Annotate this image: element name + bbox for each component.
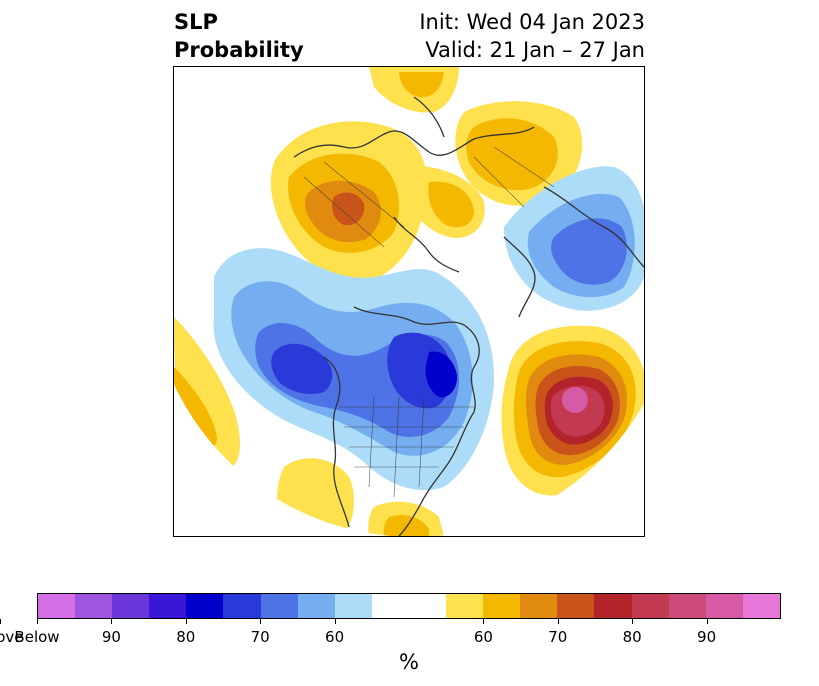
colorbar	[37, 593, 781, 619]
colorbar-tick-label: 70	[250, 628, 270, 646]
colorbar-tick-mark	[0, 619, 1, 624]
colorbar-tick-mark	[185, 619, 187, 624]
colorbar-segment	[112, 594, 150, 618]
colorbar-segment	[557, 594, 595, 618]
colorbar-tick-label: 60	[473, 628, 493, 646]
colorbar-tick-label: Above	[0, 628, 24, 646]
probability-map	[173, 66, 645, 537]
colorbar-segment	[38, 594, 76, 618]
colorbar-segment	[149, 594, 187, 618]
colorbar-tick-mark	[111, 619, 113, 624]
colorbar-unit: %	[399, 650, 419, 674]
colorbar-tick-mark	[334, 619, 336, 624]
colorbar-segment	[334, 594, 372, 618]
colorbar-segment	[223, 594, 261, 618]
below-region-pacific	[213, 248, 494, 491]
above-region-west	[174, 317, 240, 467]
colorbar-tick-label: 80	[622, 628, 642, 646]
colorbar-segment	[631, 594, 669, 618]
map-canvas	[174, 67, 644, 536]
colorbar-segment	[742, 594, 780, 618]
colorbar-tick-label: Below	[14, 628, 60, 646]
colorbar-tick-label: 90	[697, 628, 717, 646]
above-region-northwest	[270, 121, 428, 281]
above-region-west-core	[174, 367, 217, 447]
title-block-left: SLP Probability	[174, 8, 304, 64]
colorbar-segment	[186, 594, 224, 618]
product-title: Probability	[174, 38, 304, 62]
colorbar-tick-mark	[632, 619, 634, 624]
colorbar-tick-mark	[483, 619, 485, 624]
above-region-north-core	[399, 72, 444, 98]
colorbar-segment	[260, 594, 298, 618]
title-block-right: Init: Wed 04 Jan 2023 Valid: 21 Jan – 27…	[419, 8, 645, 64]
above-region-atlantic	[501, 325, 644, 496]
colorbar-segment	[75, 594, 113, 618]
colorbar-segment	[594, 594, 632, 618]
colorbar-segment	[446, 594, 484, 618]
colorbar-segment	[705, 594, 743, 618]
colorbar-tick-label: 60	[325, 628, 345, 646]
borders	[303, 146, 555, 498]
coastlines	[293, 96, 644, 536]
colorbar-segment	[668, 594, 706, 618]
valid-range: Valid: 21 Jan – 27 Jan	[425, 38, 645, 62]
colorbar-tick-label: 70	[548, 628, 568, 646]
colorbar-tick-label: 90	[101, 628, 121, 646]
colorbar-tick-mark	[260, 619, 262, 624]
colorbar-tick-mark	[706, 619, 708, 624]
init-date: Init: Wed 04 Jan 2023	[419, 10, 645, 34]
above-region-siberia-core	[428, 181, 474, 228]
variable-title: SLP	[174, 10, 218, 34]
colorbar-tick-mark	[37, 619, 38, 624]
colorbar-segment	[297, 594, 335, 618]
colorbar-segment	[520, 594, 558, 618]
above-region-caribbean-core	[383, 515, 429, 536]
colorbar-tick-label: 80	[176, 628, 196, 646]
colorbar-tick-mark	[557, 619, 559, 624]
colorbar-segment	[483, 594, 521, 618]
colorbar-segment	[371, 594, 447, 618]
below-region-east	[504, 166, 644, 311]
